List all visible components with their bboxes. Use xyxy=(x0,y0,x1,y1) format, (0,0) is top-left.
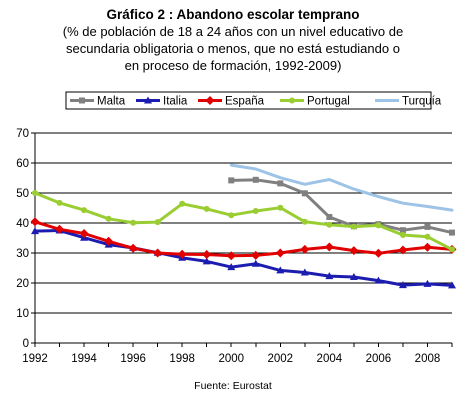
x-tick-label: 1992 xyxy=(22,353,48,365)
data-point-espana xyxy=(373,248,383,258)
data-point-italia xyxy=(227,263,236,271)
data-point-portugal xyxy=(277,204,284,211)
data-point-malta xyxy=(252,176,259,183)
chart-header: Gráfico 2 : Abandono escolar temprano (%… xyxy=(0,6,466,74)
data-point-italia xyxy=(31,227,39,235)
data-point-portugal xyxy=(81,207,88,214)
data-point-espana xyxy=(202,250,212,259)
chart-subtitle-line-1: (% de población de 18 a 24 años con un n… xyxy=(62,24,404,39)
legend-box xyxy=(65,91,432,110)
data-point-espana xyxy=(226,251,236,261)
data-point-espana xyxy=(30,217,40,227)
legend-marker-italia xyxy=(144,96,152,104)
y-tick-label: 10 xyxy=(16,308,29,320)
data-point-italia xyxy=(202,257,211,265)
legend-label-portugal: Portugal xyxy=(307,96,350,108)
y-tick-label: 60 xyxy=(16,158,29,170)
x-tick-label: 2008 xyxy=(415,353,441,365)
series-line-italia xyxy=(33,229,454,287)
data-point-malta xyxy=(449,229,455,236)
series-line-turquia xyxy=(229,163,454,212)
data-point-portugal xyxy=(375,222,382,229)
series-line-portugal xyxy=(33,191,454,251)
data-point-espana xyxy=(300,244,310,254)
y-tick-label: 20 xyxy=(16,278,29,290)
data-point-malta xyxy=(277,180,284,187)
legend-marker-portugal xyxy=(289,97,295,104)
x-tick-label: 1996 xyxy=(120,353,146,365)
data-point-portugal xyxy=(179,200,186,207)
data-point-espana xyxy=(153,248,163,258)
data-point-espana xyxy=(422,242,432,252)
series-line-espana xyxy=(33,220,454,258)
data-point-malta xyxy=(228,177,235,184)
data-point-malta xyxy=(399,227,406,234)
chart-subtitle-line-3: en proceso de formación, 1992-2009) xyxy=(124,58,342,73)
x-tick-label: 1998 xyxy=(169,353,195,365)
data-point-portugal xyxy=(350,223,357,230)
data-point-portugal xyxy=(130,219,137,226)
series-line-malta xyxy=(229,178,454,235)
data-point-italia xyxy=(276,266,285,274)
data-point-espana xyxy=(275,248,285,258)
data-point-espana xyxy=(55,224,65,234)
data-point-espana xyxy=(79,229,89,238)
data-point-portugal xyxy=(252,208,259,214)
data-point-portugal xyxy=(56,199,63,206)
data-point-malta xyxy=(301,190,308,197)
data-point-espana xyxy=(398,245,408,255)
y-tick-label: 70 xyxy=(16,128,29,140)
legend-marker-espana xyxy=(205,96,215,105)
chart-source: Fuente: Eurostat xyxy=(194,380,272,392)
data-point-portugal xyxy=(301,218,308,225)
chart-title: Gráfico 2 : Abandono escolar temprano xyxy=(106,7,360,22)
legend-label-italia: Italia xyxy=(163,96,188,108)
x-tick-label: 2002 xyxy=(267,353,293,365)
data-point-italia xyxy=(300,268,309,276)
y-tick-label: 40 xyxy=(16,218,29,230)
legend-label-malta: Malta xyxy=(97,96,126,108)
x-tick-label: 2004 xyxy=(317,353,343,365)
data-point-portugal xyxy=(424,233,431,240)
data-point-portugal xyxy=(228,212,235,219)
data-point-portugal xyxy=(449,246,455,253)
x-tick-label: 2000 xyxy=(218,353,244,365)
x-tick-label: 1994 xyxy=(71,353,97,365)
data-point-espana xyxy=(251,250,261,260)
y-tick-label: 30 xyxy=(16,248,29,260)
data-point-espana xyxy=(104,236,114,246)
data-point-portugal xyxy=(326,221,333,228)
legend-label-espana: España xyxy=(225,96,265,108)
data-point-portugal xyxy=(203,205,210,212)
data-point-malta xyxy=(326,214,333,220)
data-point-malta xyxy=(424,223,431,230)
chart-subtitle-line-2: secundaria obligatoria o menos, que no e… xyxy=(66,41,400,56)
data-point-portugal xyxy=(32,190,38,196)
data-point-italia xyxy=(448,281,456,289)
data-point-portugal xyxy=(105,215,112,222)
data-point-italia xyxy=(251,259,260,267)
data-point-italia xyxy=(374,276,383,284)
legend-label-turquia: Turquía xyxy=(402,96,442,108)
data-point-espana xyxy=(177,249,187,259)
data-point-italia xyxy=(325,272,334,280)
data-point-italia xyxy=(423,279,432,287)
data-point-espana xyxy=(324,242,334,252)
data-point-italia xyxy=(398,281,407,289)
y-tick-label: 0 xyxy=(23,338,29,350)
data-point-portugal xyxy=(154,219,161,226)
y-tick-label: 50 xyxy=(16,188,29,200)
legend-marker-malta xyxy=(79,97,85,104)
x-tick-label: 2006 xyxy=(366,353,392,365)
data-point-italia xyxy=(349,273,358,280)
data-point-espana xyxy=(128,243,138,253)
data-point-espana xyxy=(349,246,359,256)
data-point-portugal xyxy=(399,232,406,238)
